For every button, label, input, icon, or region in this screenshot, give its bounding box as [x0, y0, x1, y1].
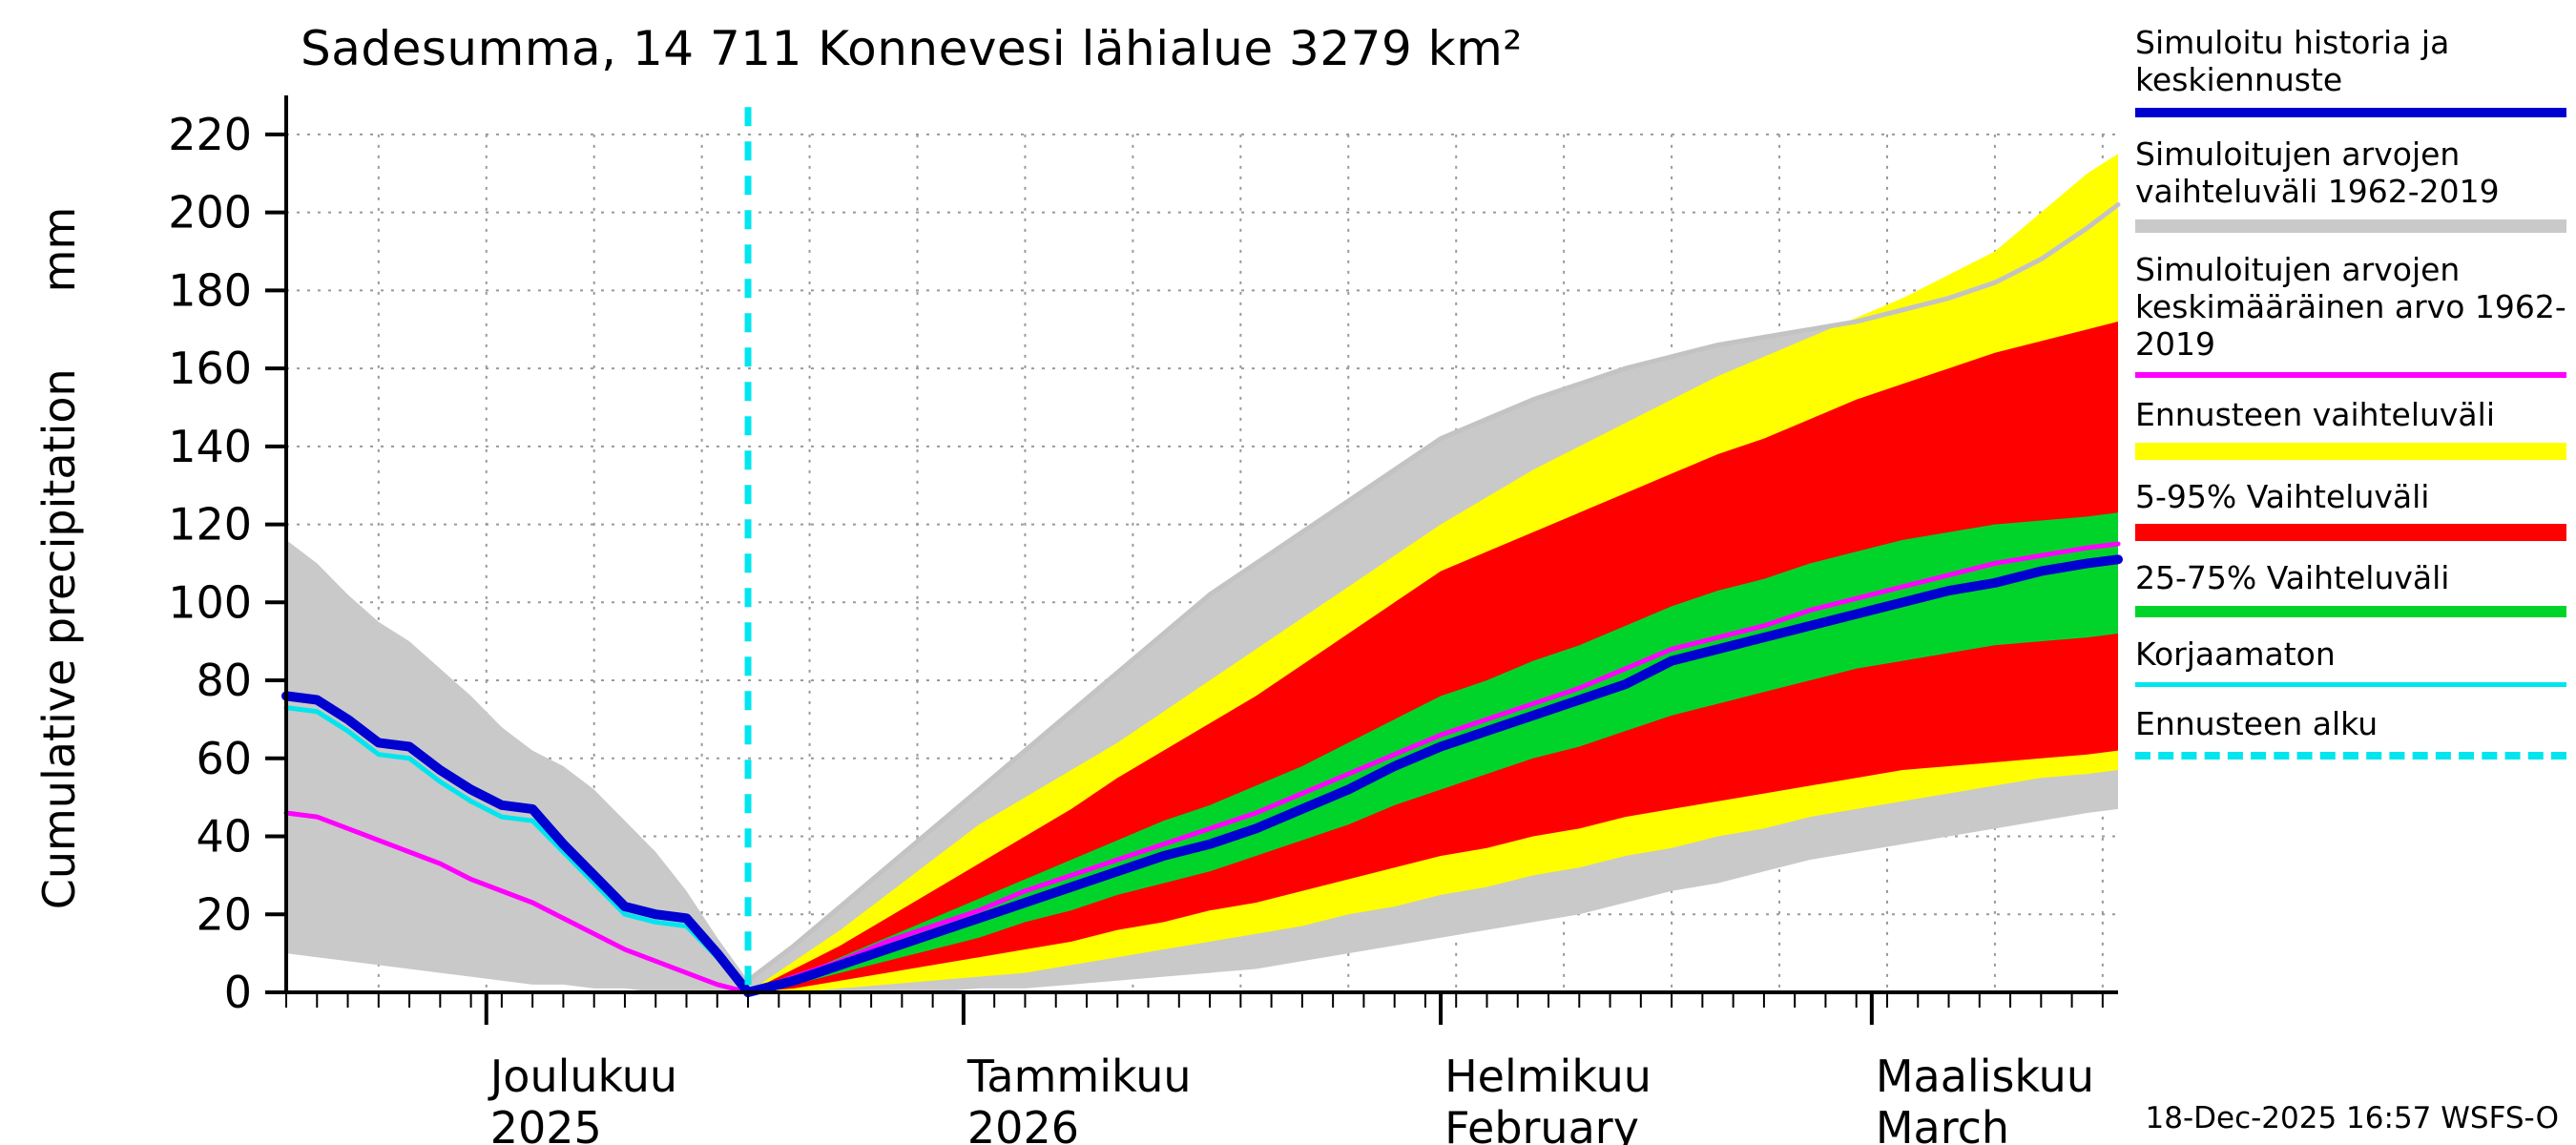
x-month-label: Joulukuu	[488, 1051, 677, 1102]
line-korjaamaton	[283, 705, 751, 995]
band-range-5-95	[748, 322, 2118, 993]
y-tick-label: 100	[168, 576, 252, 628]
y-axis-label-text: Cumulative precipitation	[33, 368, 85, 910]
y-tick-label: 0	[224, 967, 252, 1018]
x-month-label: Tammikuu	[966, 1051, 1192, 1102]
legend-label-forecast-range: Ennusteen vaihteluväli	[2135, 395, 2495, 433]
legend-label-sim-mean: Simuloitujen arvojen keskimääräinen arvo…	[2135, 250, 2566, 363]
x-month-sublabel: 2025	[490, 1102, 602, 1145]
legend-swatch-sim-range	[2135, 219, 2566, 233]
y-tick-label: 220	[168, 109, 252, 160]
legend-item-forecast-start: Ennusteen alku	[2135, 705, 2566, 760]
legend-label-range-25-75: 25-75% Vaihteluväli	[2135, 559, 2450, 597]
legend-item-sim-history-median: Simuloitu historia ja keskiennuste	[2135, 24, 2566, 117]
legend-swatch-range-25-75	[2135, 606, 2566, 618]
legend-item-range-25-75: 25-75% Vaihteluväli	[2135, 559, 2566, 618]
legend-label-range-5-95: 5-95% Vaihteluväli	[2135, 477, 2430, 515]
line-simulated-range-edge	[745, 201, 2121, 984]
legend-item-korjaamaton: Korjaamaton	[2135, 635, 2566, 688]
legend-swatch-sim-mean	[2135, 371, 2566, 378]
legend-item-range-5-95: 5-95% Vaihteluväli	[2135, 477, 2566, 542]
legend-swatch-forecast-start	[2135, 752, 2566, 760]
legend-label-sim-range: Simuloitujen arvojen vaihteluväli 1962-2…	[2135, 135, 2500, 210]
legend-item-sim-mean: Simuloitujen arvojen keskimääräinen arvo…	[2135, 250, 2566, 378]
legend-item-sim-range: Simuloitujen arvojen vaihteluväli 1962-2…	[2135, 135, 2566, 233]
y-tick-label: 140	[168, 421, 252, 472]
legend-swatch-korjaamaton	[2135, 682, 2566, 688]
y-tick-label: 80	[196, 655, 252, 706]
legend-label-sim-history-median: Simuloitu historia ja keskiennuste	[2135, 24, 2450, 98]
y-tick-label: 120	[168, 499, 252, 551]
y-tick-label: 180	[168, 264, 252, 316]
legend-swatch-forecast-range	[2135, 442, 2566, 460]
legend: Simuloitu historia ja keskiennuste Simulo…	[2135, 24, 2566, 760]
legend-label-korjaamaton: Korjaamaton	[2135, 635, 2336, 674]
datestamp: 18-Dec-2025 16:57 WSFS-O	[2145, 1101, 2560, 1135]
x-month-sublabel: 2026	[967, 1102, 1079, 1145]
legend-label-forecast-start: Ennusteen alku	[2135, 705, 2379, 743]
x-month-label: Helmikuu	[1444, 1051, 1652, 1102]
line-simulated-history-and-median-forecast	[281, 554, 2123, 997]
y-axis-unit: mm	[33, 206, 85, 293]
x-month-label: Maaliskuu	[1876, 1051, 2094, 1102]
y-tick-label: 160	[168, 343, 252, 394]
y-axis-label: Cumulative precipitation mm	[33, 207, 85, 910]
x-month-sublabel: March	[1876, 1102, 2009, 1145]
y-tick-label: 20	[196, 888, 252, 940]
y-tick-label: 40	[196, 811, 252, 863]
x-month-sublabel: February	[1444, 1102, 1639, 1145]
chart-title: Sadesumma, 14 711 Konnevesi lähialue 327…	[301, 21, 1523, 76]
line-historical-mean-1962-2019	[283, 541, 2121, 995]
legend-swatch-sim-history-median	[2135, 107, 2566, 117]
y-tick-label: 60	[196, 733, 252, 784]
y-tick-label: 200	[168, 187, 252, 239]
legend-item-forecast-range: Ennusteen vaihteluväli	[2135, 395, 2566, 460]
legend-swatch-range-5-95	[2135, 524, 2566, 542]
